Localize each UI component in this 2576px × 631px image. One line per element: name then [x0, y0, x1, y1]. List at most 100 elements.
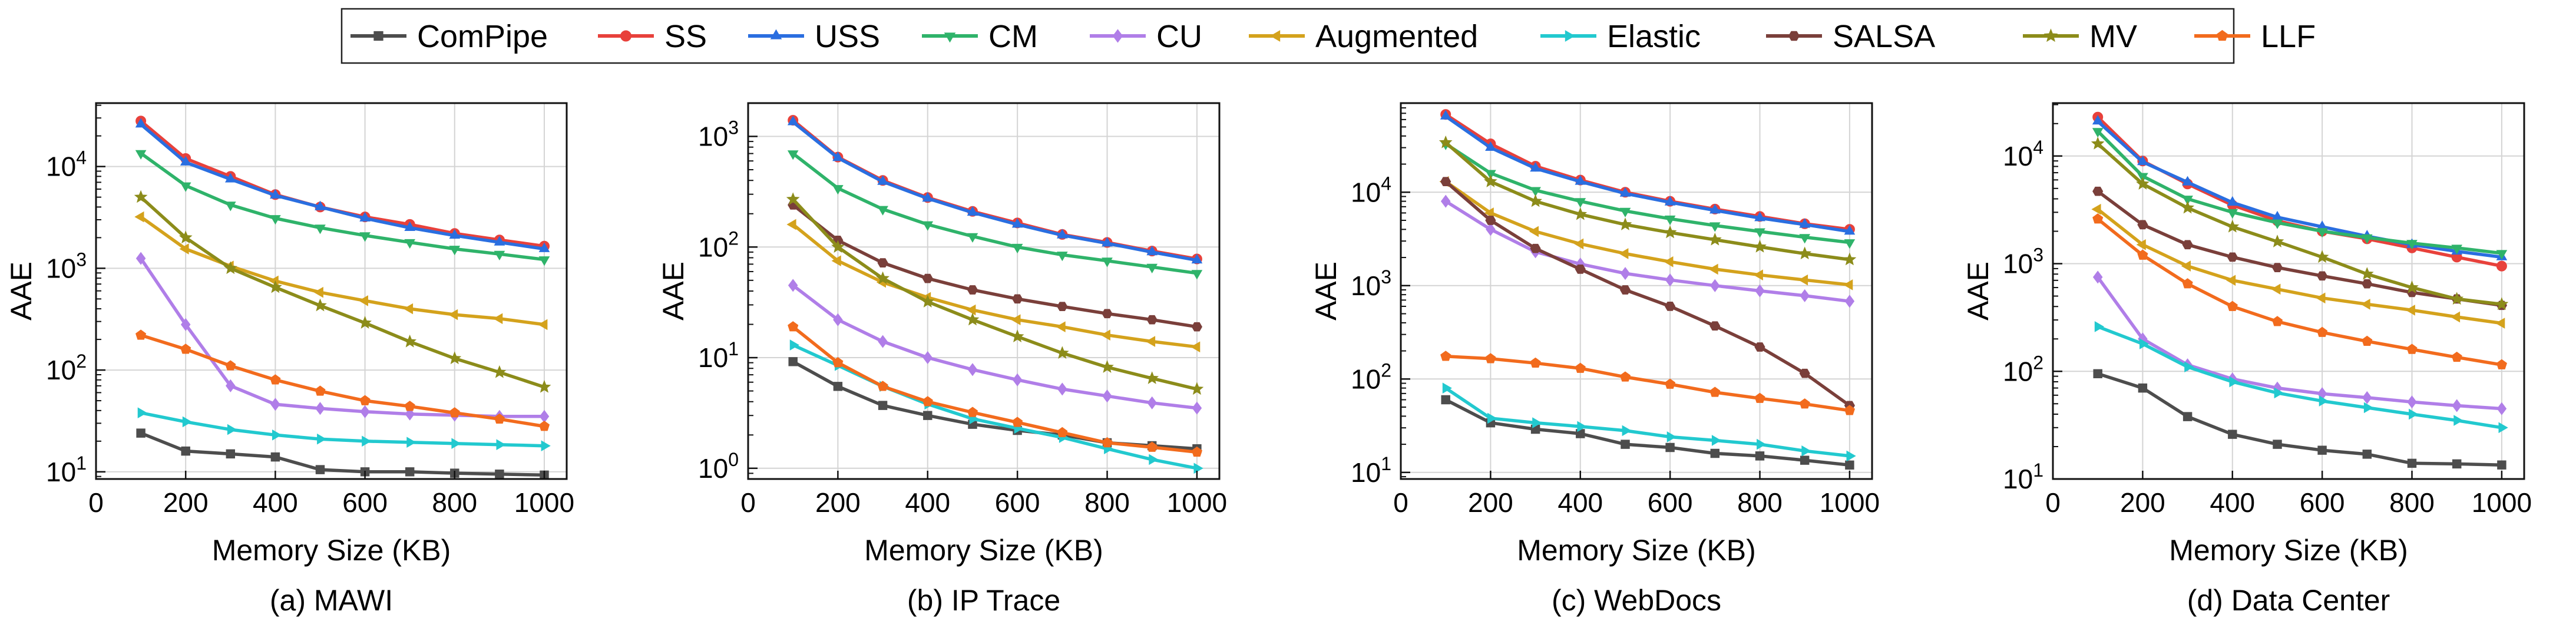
point-mv	[786, 192, 800, 205]
point-elastic	[2453, 415, 2463, 426]
point-salsa	[1619, 285, 1631, 295]
series-line-cm	[2096, 130, 2502, 255]
point-cm	[967, 233, 978, 243]
point-cu	[180, 318, 191, 331]
legend-marker-compipe	[373, 31, 383, 41]
series-line-cu	[792, 284, 1198, 410]
point-augmented	[966, 304, 976, 316]
point-mv	[1573, 207, 1588, 220]
point-mv	[831, 240, 845, 253]
point-augmented	[1191, 341, 1201, 353]
point-llf	[404, 401, 415, 411]
y-tick-exponent: 0	[728, 449, 739, 470]
point-augmented	[786, 219, 796, 230]
legend-label-cm: CM	[988, 19, 1038, 54]
point-llf	[1799, 398, 1810, 409]
point-compipe	[270, 452, 280, 462]
point-mv	[1843, 252, 1857, 266]
point-cm	[404, 239, 416, 249]
point-uss	[1191, 253, 1203, 264]
point-cm	[832, 185, 844, 195]
point-elastic	[1801, 445, 1811, 457]
series-group	[786, 115, 1204, 474]
point-compipe	[1665, 442, 1675, 452]
point-salsa	[1012, 294, 1023, 304]
point-llf	[1619, 371, 1631, 382]
point-cm	[2361, 234, 2373, 244]
point-mv	[2405, 280, 2419, 293]
point-cu	[2452, 399, 2462, 412]
point-cu	[1486, 223, 1496, 236]
point-compipe	[495, 469, 504, 479]
point-salsa	[877, 258, 888, 267]
point-cu	[1102, 389, 1112, 403]
x-axis-ticks: 0 200 400 600 800 1000	[88, 471, 574, 518]
point-elastic	[1487, 412, 1497, 424]
legend-label-cu: CU	[1156, 19, 1202, 54]
point-compipe	[2407, 458, 2417, 468]
point-uss	[135, 118, 147, 128]
point-llf	[2137, 249, 2148, 260]
y-minor-ticks	[748, 141, 753, 474]
series-compipe	[1441, 395, 1854, 470]
series-compipe	[2093, 369, 2506, 470]
series-line-cm	[140, 151, 545, 262]
point-cm	[494, 250, 505, 260]
y-tick-exponent: 4	[76, 147, 87, 169]
series-line-cu	[1444, 200, 1850, 303]
point-uss	[315, 200, 326, 210]
point-uss	[1011, 218, 1023, 228]
point-mv	[2181, 200, 2194, 214]
series-llf	[135, 329, 550, 431]
point-augmented	[2136, 239, 2146, 250]
point-mv	[1190, 382, 1204, 395]
point-salsa	[1754, 342, 1765, 352]
point-mv	[1145, 371, 1159, 384]
point-llf	[788, 321, 799, 332]
point-mv	[403, 334, 417, 348]
series-line-compipe	[1444, 398, 1850, 467]
y-tick-label: 104	[1351, 173, 1391, 207]
y-tick-exponent: 1	[2033, 460, 2043, 481]
point-elastic	[406, 437, 416, 448]
point-cm	[1619, 207, 1631, 217]
point-salsa	[967, 285, 978, 295]
point-llf	[2406, 343, 2418, 354]
point-uss	[1619, 187, 1631, 197]
point-cu	[1012, 373, 1023, 386]
point-llf	[270, 374, 281, 385]
point-cu	[1057, 382, 1067, 396]
point-augmented	[1056, 321, 1066, 333]
legend-label-compipe: ComPipe	[417, 19, 548, 54]
y-axis-label: AAE	[5, 262, 38, 321]
series-cm	[787, 150, 1203, 280]
series-cu	[2092, 270, 2507, 415]
point-llf	[315, 385, 326, 396]
point-uss	[224, 173, 236, 183]
series-line-llf	[2096, 217, 2502, 366]
point-mv	[1798, 246, 1812, 260]
legend-label-salsa: SALSA	[1833, 19, 1935, 54]
point-uss	[1575, 175, 1586, 185]
series-line-salsa	[1444, 180, 1851, 407]
y-tick-label: 104	[46, 147, 87, 182]
point-llf	[225, 360, 236, 371]
series-line-uss	[2096, 120, 2502, 259]
point-cm	[2227, 209, 2238, 219]
point-compipe	[405, 467, 415, 477]
point-compipe	[2183, 412, 2193, 421]
point-cm	[2316, 228, 2328, 238]
point-uss	[538, 242, 550, 252]
point-elastic	[1532, 417, 1542, 428]
point-cu	[788, 279, 798, 292]
point-augmented	[179, 243, 189, 255]
point-llf	[449, 407, 460, 418]
point-compipe	[1576, 429, 1585, 438]
point-compipe	[181, 446, 190, 456]
legend-label-augmented: Augmented	[1315, 19, 1478, 54]
legend-item-elastic: Elastic	[1540, 19, 1701, 54]
point-salsa	[2317, 271, 2328, 281]
point-mv	[965, 312, 980, 326]
